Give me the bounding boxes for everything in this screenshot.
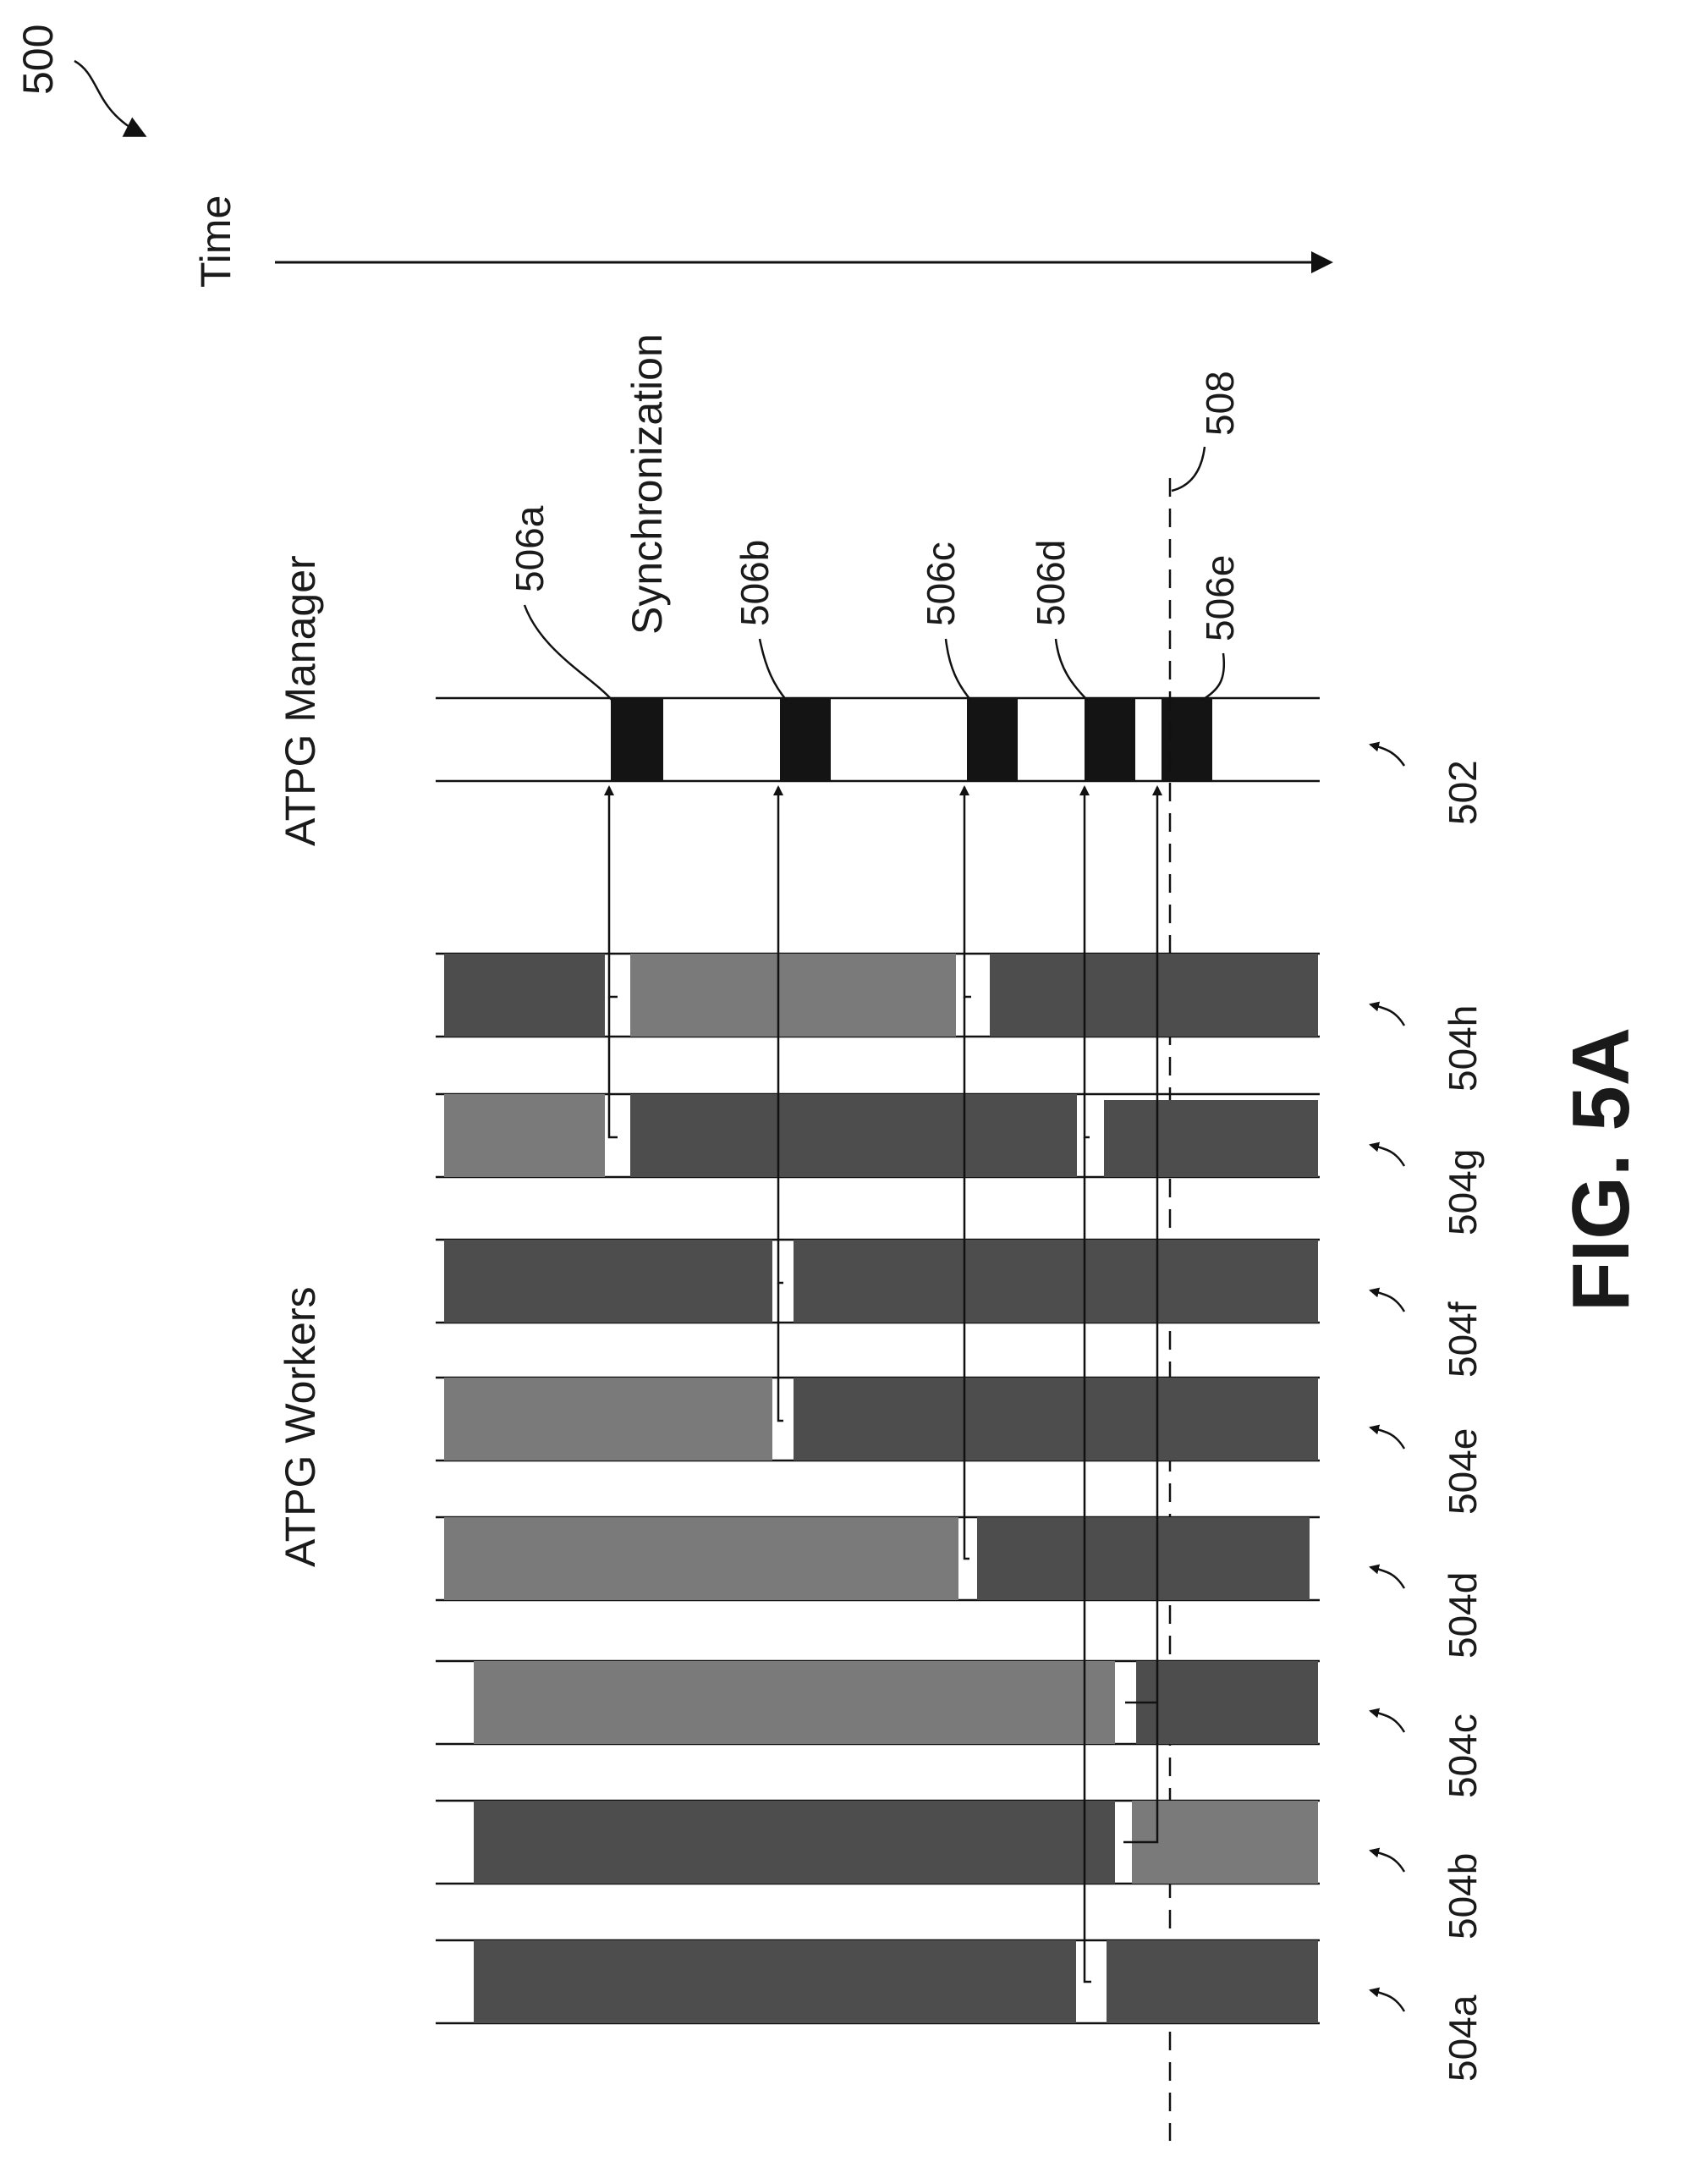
worker-ref-arrow-504b bbox=[1369, 1847, 1406, 1873]
sync-label-506a: 506a bbox=[508, 505, 552, 592]
task-segment bbox=[630, 1094, 1077, 1177]
sync-arrow-506a bbox=[604, 785, 618, 998]
worker-ref-label-504a: 504a bbox=[1441, 1994, 1485, 2082]
time-marker-leader bbox=[1171, 446, 1206, 492]
worker-ref-arrow-504f bbox=[1369, 1287, 1406, 1312]
worker-track-504b bbox=[436, 1799, 1320, 1885]
task-segment bbox=[1132, 1801, 1318, 1884]
workers-title: ATPG Workers bbox=[277, 1286, 324, 1567]
manager-track bbox=[436, 696, 1320, 783]
sync-leader-506e bbox=[1200, 652, 1226, 702]
task-segment bbox=[794, 1378, 1318, 1461]
sync-label-506b: 506b bbox=[733, 540, 777, 626]
worker-ref-label-504c: 504c bbox=[1441, 1714, 1485, 1798]
sync-leader-506b bbox=[758, 638, 788, 701]
task-segment bbox=[977, 1517, 1310, 1600]
worker-ref-label-504g: 504g bbox=[1441, 1149, 1485, 1235]
task-segment bbox=[630, 954, 956, 1037]
task-segment bbox=[1107, 1940, 1318, 2023]
sync-label-506e: 506e bbox=[1198, 555, 1242, 641]
sync-label-506d: 506d bbox=[1029, 540, 1073, 626]
task-segment bbox=[990, 954, 1318, 1037]
task-segment bbox=[794, 1240, 1318, 1323]
worker-ref-arrow-504e bbox=[1369, 1424, 1406, 1450]
time-marker-label: 508 bbox=[1198, 371, 1242, 436]
sync-block-506d bbox=[1085, 698, 1135, 781]
figure-ref-label: 500 bbox=[14, 25, 62, 95]
worker-ref-label-504f: 504f bbox=[1441, 1301, 1485, 1378]
worker-track-504a bbox=[436, 1939, 1320, 2025]
sync-block-506c bbox=[967, 698, 1018, 781]
worker-ref-label-504h: 504h bbox=[1441, 1005, 1485, 1092]
sync-arrow-506d-from-504a bbox=[1083, 1137, 1091, 1983]
worker-track-504d bbox=[436, 1516, 1320, 1602]
sync-arrow-506b-from-504e bbox=[777, 1283, 783, 1422]
time-axis-label: Time bbox=[192, 195, 239, 288]
worker-track-504f bbox=[436, 1238, 1320, 1324]
worker-track-504c bbox=[436, 1659, 1320, 1746]
figure-ref-arrow bbox=[74, 59, 147, 137]
task-segment bbox=[1104, 1100, 1318, 1177]
sync-arrows bbox=[604, 785, 1162, 1983]
sync-leader-506a bbox=[523, 604, 613, 701]
sync-block-506a bbox=[611, 698, 663, 781]
worker-ref-arrow-504c bbox=[1369, 1708, 1406, 1733]
task-segment bbox=[444, 1517, 958, 1600]
sync-arrow-506c bbox=[959, 785, 971, 998]
worker-track-504e bbox=[436, 1376, 1320, 1462]
worker-ref-arrow-504a bbox=[1369, 1987, 1406, 2012]
worker-track-504h bbox=[436, 952, 1320, 1038]
figure-caption: FIG. 5A bbox=[1556, 1027, 1646, 1312]
task-segment bbox=[474, 1801, 1115, 1884]
sync-block-506b bbox=[780, 698, 831, 781]
task-segment bbox=[444, 1094, 605, 1177]
manager-title: ATPG Manager bbox=[277, 555, 324, 846]
task-segment bbox=[444, 954, 605, 1037]
manager-ref-label: 502 bbox=[1441, 760, 1485, 825]
task-segment bbox=[444, 1240, 772, 1323]
worker-ref-label-504b: 504b bbox=[1441, 1853, 1485, 1939]
worker-ref-arrow-504g bbox=[1369, 1142, 1406, 1167]
sync-block-labels: 506a 506b 506c 506d 506e bbox=[508, 505, 1242, 702]
sync-arrow-506c-from-504d bbox=[963, 997, 969, 1560]
sync-arrow-506e-from-504b bbox=[1123, 1703, 1159, 1844]
task-segment bbox=[444, 1378, 772, 1461]
worker-ref-label-504d: 504d bbox=[1441, 1572, 1485, 1659]
worker-ref-labels: 504h 504g 504f 504e 504d 504c 504b 504a bbox=[1369, 1001, 1485, 2082]
sync-label-506c: 506c bbox=[919, 542, 963, 626]
sync-arrow-506a-from-504g bbox=[607, 997, 618, 1139]
worker-ref-arrow-504d bbox=[1369, 1564, 1406, 1589]
synchronization-label: Synchronization bbox=[623, 333, 671, 635]
task-segment bbox=[1136, 1661, 1318, 1744]
sync-leader-506c bbox=[944, 638, 972, 701]
task-segment bbox=[474, 1940, 1076, 2023]
worker-ref-label-504e: 504e bbox=[1441, 1428, 1485, 1515]
sync-leader-506d bbox=[1054, 638, 1089, 701]
worker-track-504g bbox=[436, 1092, 1320, 1179]
manager-ref-arrow bbox=[1369, 741, 1406, 767]
task-segment bbox=[474, 1661, 1115, 1744]
worker-ref-arrow-504h bbox=[1369, 1001, 1406, 1026]
